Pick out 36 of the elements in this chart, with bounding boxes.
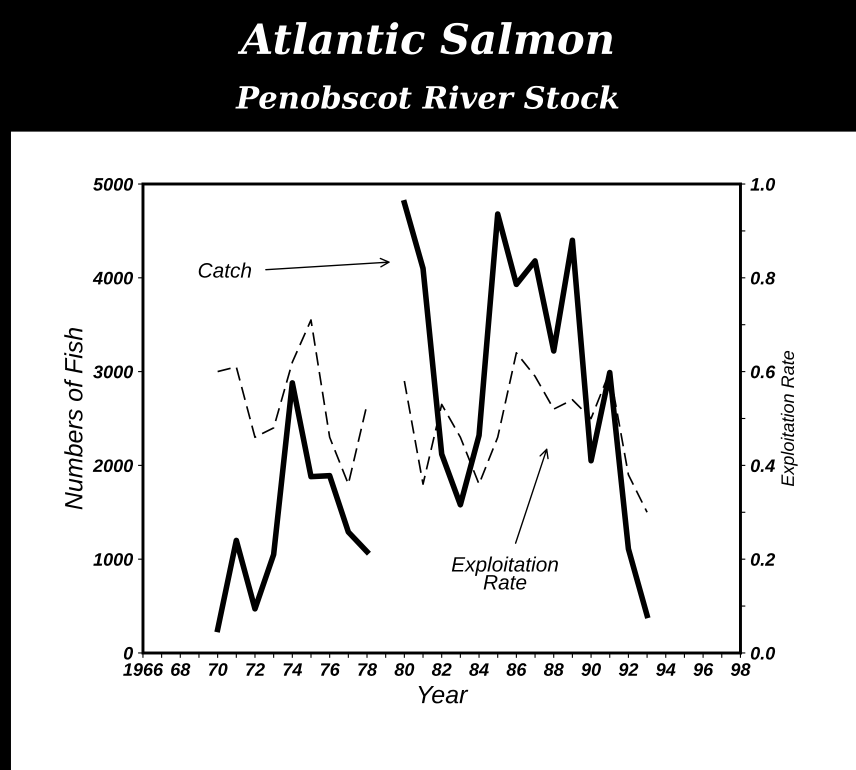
y-axis-title: Numbers of Fish: [64, 328, 83, 510]
y-tick-label: 4000: [92, 272, 134, 285]
annotation: Exploitation Rate: [452, 556, 558, 590]
y2-tick-label: 1.0: [750, 178, 776, 191]
x-tick-label: 84: [469, 663, 489, 676]
x-tick-label: 68: [171, 663, 190, 676]
x-tick-label: 78: [358, 663, 378, 676]
x-tick-label: 96: [693, 663, 714, 676]
x-tick-label: 90: [581, 663, 601, 676]
y2-tick-label: 0.8: [750, 272, 776, 285]
x-tick-label: 98: [730, 663, 750, 676]
y2-tick-label: 0.2: [750, 553, 776, 566]
y-tick-label: 3000: [93, 366, 134, 378]
x-axis-title: Year: [418, 686, 468, 704]
x-tick-label: 86: [506, 663, 527, 676]
y2-tick-label: 0.4: [750, 459, 775, 472]
y2-tick-label: 0.0: [750, 646, 776, 660]
y-tick-label: 0: [124, 646, 134, 660]
x-tick-label: 82: [432, 663, 452, 676]
chart-title: Atlantic Salmon: [238, 22, 612, 54]
x-tick-label: 76: [320, 663, 340, 676]
y2-tick-label: 0.6: [750, 366, 776, 378]
annotation: Catch: [198, 262, 252, 278]
y-tick-label: 5000: [93, 178, 134, 191]
y-tick-label: 2000: [92, 459, 134, 472]
x-tick-label: 70: [208, 663, 228, 676]
x-tick-label: 80: [394, 663, 414, 676]
x-tick-label: 1966: [123, 663, 164, 676]
x-tick-label: 72: [246, 663, 265, 676]
y2-axis-title: Exploitation Rate: [780, 350, 798, 486]
x-tick-label: 74: [284, 663, 302, 676]
x-tick-label: 94: [656, 663, 676, 676]
chart-subtitle: Penobscot River Stock: [235, 85, 619, 109]
x-tick-label: 92: [618, 663, 638, 676]
y-tick-label: 1000: [93, 553, 134, 566]
x-tick-label: 88: [544, 663, 564, 676]
